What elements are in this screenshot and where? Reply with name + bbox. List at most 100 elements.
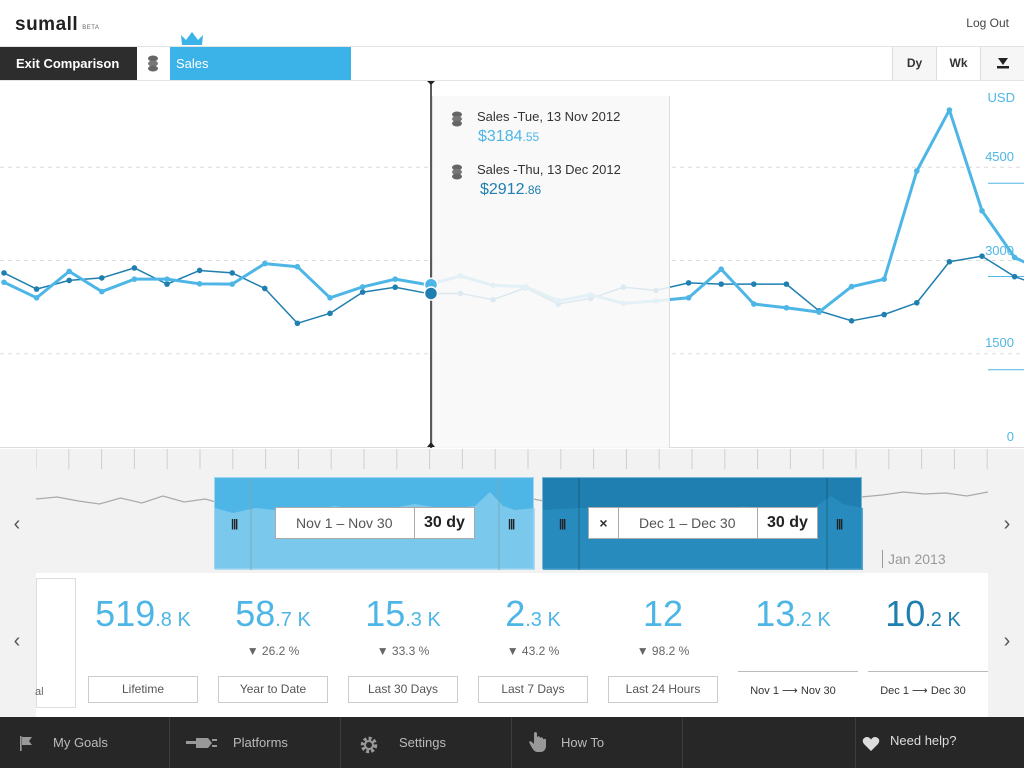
stat-label-button[interactable]: Last 30 Days [348, 676, 458, 703]
series-a-point[interactable] [392, 276, 399, 282]
coins-icon [452, 111, 462, 127]
series-b-point[interactable] [783, 281, 790, 287]
series-b-point[interactable] [229, 270, 235, 276]
series-b-point[interactable] [164, 281, 170, 287]
series-b-point[interactable] [685, 280, 692, 286]
metric-icon-slot[interactable] [137, 47, 170, 80]
series-a-point[interactable] [164, 276, 170, 282]
stat-value-main: 13 [755, 593, 796, 634]
tooltip-value-cents: .55 [522, 130, 540, 144]
tooltip-value-main: $2912 [480, 181, 525, 198]
timeline-ruler [36, 449, 988, 469]
series-a-point[interactable] [327, 295, 333, 301]
chart-cursor-layer [423, 81, 439, 448]
series-a-point[interactable] [66, 268, 72, 275]
stat-value-suffix: .7 K [275, 609, 311, 631]
series-a-point[interactable] [881, 276, 887, 282]
timeline-prev-arrow-icon[interactable]: ‹ [13, 513, 21, 535]
exit-comparison-button[interactable]: Exit Comparison [0, 47, 137, 80]
timeline-next-arrow-icon[interactable]: › [1003, 513, 1011, 535]
download-button[interactable] [980, 47, 1024, 80]
heart-icon [862, 737, 880, 751]
period1-range-field[interactable]: Nov 1 – Nov 30 30 dy [275, 507, 475, 539]
period1-selector[interactable]: ||| ||| Nov 1 – Nov 30 30 dy [214, 477, 535, 570]
nav-my-goals[interactable]: My Goals [0, 717, 170, 768]
need-help-button[interactable]: Need help? [855, 717, 1024, 768]
tooltip-title: Sales -Thu, 13 Dec 2012 [477, 162, 621, 177]
remove-period-close-icon[interactable]: × [589, 508, 619, 538]
series-a-point[interactable] [1, 279, 7, 286]
stat-label-button[interactable]: Last 7 Days [478, 676, 588, 703]
stats-next-arrow-icon[interactable]: › [1003, 630, 1011, 652]
series-a-point[interactable] [718, 266, 724, 273]
series-b-point[interactable] [914, 299, 920, 306]
period2-left-grip-icon[interactable]: ||| [559, 518, 566, 530]
series-a-point[interactable] [196, 281, 203, 287]
period2-right-grip-icon[interactable]: ||| [836, 518, 843, 530]
series-a-point[interactable] [262, 260, 268, 267]
stat-label-button[interactable]: Lifetime [88, 676, 198, 703]
series-b-point[interactable] [848, 318, 855, 324]
series-a-point[interactable] [783, 304, 790, 311]
stat-period2-total: 10.2 K Dec 1 ⟶ Dec 30 [858, 573, 988, 717]
series-b-point[interactable] [99, 275, 105, 281]
series-b-point[interactable] [1011, 273, 1018, 280]
series-a-point[interactable] [33, 295, 40, 301]
series-a-point[interactable] [1011, 254, 1018, 261]
period1-left-grip-icon[interactable]: ||| [231, 518, 238, 530]
period2-range-field[interactable]: × Dec 1 – Dec 30 30 dy [588, 507, 818, 539]
stats-prev-arrow-icon[interactable]: ‹ [13, 630, 21, 652]
period2-selector[interactable]: ||| ||| × Dec 1 – Dec 30 30 dy [542, 477, 863, 570]
series-a-point[interactable] [131, 276, 138, 282]
series-b-point[interactable] [881, 311, 887, 318]
series-a-point[interactable] [848, 283, 855, 290]
series-a-point[interactable] [751, 301, 757, 307]
period2-days[interactable]: 30 dy [757, 508, 817, 538]
stat-value-main: 2 [505, 593, 526, 634]
series-b-point[interactable] [359, 289, 366, 296]
series-a-point[interactable] [816, 309, 822, 315]
app-header: sumall BETA Log Out [0, 0, 1024, 47]
stat-last-30-days: 15.3 K ▼ 33.3 % Last 30 Days [338, 573, 468, 717]
series-b-point[interactable] [131, 265, 138, 271]
nav-how-to[interactable]: How To [512, 717, 683, 768]
series-b-point[interactable] [392, 284, 399, 291]
series-b-point[interactable] [946, 258, 953, 265]
stat-label-button[interactable]: Last 24 Hours [608, 676, 718, 703]
stat-value-main: 15 [365, 593, 406, 634]
sales-line-chart[interactable]: USD 4500 3000 1500 0 Sales -Tue, 13 Nov … [0, 81, 1024, 448]
series-a-point[interactable] [946, 107, 953, 113]
sumall-logo[interactable]: sumall BETA [15, 14, 99, 36]
series-b-point[interactable] [1, 270, 7, 276]
nav-settings[interactable]: Settings [341, 717, 512, 768]
period1-days[interactable]: 30 dy [414, 508, 474, 538]
series-b-point[interactable] [196, 267, 203, 274]
series-a-point[interactable] [685, 295, 692, 301]
logout-link[interactable]: Log Out [966, 16, 1009, 30]
period1-right-grip-icon[interactable]: ||| [508, 518, 515, 530]
stat-value: 58.7 K [208, 593, 338, 635]
series-b-point[interactable] [718, 281, 724, 287]
series-a-point[interactable] [229, 281, 235, 287]
series-a-point[interactable] [359, 284, 366, 290]
series-b-point[interactable] [327, 310, 333, 317]
stat-value: 10.2 K [858, 593, 988, 635]
series-b-point[interactable] [33, 286, 40, 292]
series-b-point[interactable] [262, 285, 268, 292]
series-b-point[interactable] [294, 320, 301, 327]
footer-nav: My Goals Platforms Settings How To Need … [0, 717, 1024, 768]
series-b-point[interactable] [751, 281, 757, 287]
series-a-point[interactable] [979, 207, 985, 214]
series-a-point[interactable] [99, 288, 105, 295]
series-a-point[interactable] [294, 263, 301, 270]
series-b-point[interactable] [979, 253, 985, 259]
cursor-handle-top-icon [427, 81, 435, 85]
stat-label-button[interactable]: Year to Date [218, 676, 328, 703]
series-b-point[interactable] [66, 277, 72, 284]
series-a-point[interactable] [914, 168, 920, 174]
week-range-button[interactable]: Wk [936, 47, 980, 80]
sales-metric-tab[interactable]: Sales [170, 47, 351, 80]
day-range-button[interactable]: Dy [892, 47, 936, 80]
nav-platforms[interactable]: Platforms [170, 717, 341, 768]
stat-lifetime: 519.8 K Lifetime [78, 573, 208, 717]
